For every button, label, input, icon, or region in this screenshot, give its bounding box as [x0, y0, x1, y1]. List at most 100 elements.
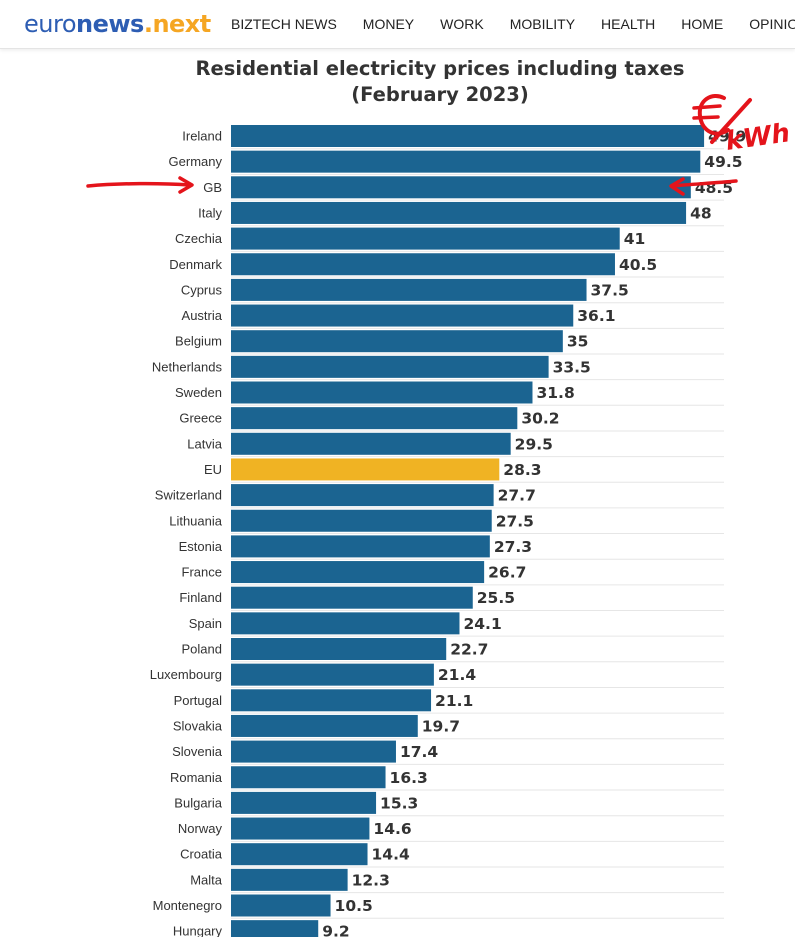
- value-label-germany: 49.5: [704, 153, 742, 171]
- bar-slovenia: [231, 740, 396, 763]
- bar-portugal: [231, 689, 432, 712]
- value-label-slovakia: 19.7: [422, 717, 460, 735]
- value-label-sweden: 31.8: [536, 384, 574, 402]
- category-label-switzerland: Switzerland: [155, 488, 222, 503]
- value-label-croatia: 14.4: [372, 846, 410, 864]
- value-label-netherlands: 33.5: [553, 358, 591, 376]
- bar-hungary: [231, 920, 319, 937]
- value-label-hungary: 9.2: [322, 923, 349, 937]
- bar-denmark: [231, 253, 615, 276]
- main-nav: BIZTECH NEWS MONEY WORK MOBILITY HEALTH …: [222, 0, 795, 48]
- nav-money[interactable]: MONEY: [362, 16, 415, 32]
- category-label-portugal: Portugal: [174, 693, 223, 708]
- category-label-cyprus: Cyprus: [181, 282, 223, 297]
- bar-poland: [231, 638, 447, 660]
- bar-italy: [231, 201, 687, 224]
- logo-part-euro: euro: [24, 10, 77, 38]
- category-label-austria: Austria: [182, 308, 223, 323]
- bar-lithuania: [231, 509, 492, 532]
- bar-montenegro: [231, 894, 331, 917]
- nav-opinion[interactable]: OPINION: [749, 16, 795, 32]
- value-label-poland: 22.7: [450, 641, 488, 659]
- bar-bulgaria: [231, 791, 377, 814]
- category-label-slovenia: Slovenia: [172, 744, 223, 759]
- value-label-finland: 25.5: [477, 589, 515, 607]
- value-label-slovenia: 17.4: [400, 743, 438, 761]
- value-label-ireland: 49.9: [708, 128, 746, 146]
- bar-eu: [231, 458, 500, 481]
- category-label-czechia: Czechia: [175, 231, 223, 246]
- category-label-bulgaria: Bulgaria: [174, 795, 222, 810]
- value-label-france: 26.7: [488, 564, 526, 582]
- category-label-germany: Germany: [169, 154, 223, 169]
- value-label-norway: 14.6: [373, 820, 411, 838]
- value-label-gb: 48.5: [695, 179, 733, 197]
- category-label-netherlands: Netherlands: [152, 359, 223, 374]
- bar-switzerland: [231, 484, 494, 507]
- bar-gb: [231, 176, 691, 199]
- value-label-denmark: 40.5: [619, 256, 657, 274]
- bar-czechia: [231, 227, 620, 250]
- value-label-italy: 48: [690, 204, 712, 222]
- bar-spain: [231, 612, 460, 635]
- nav-mobility[interactable]: MOBILITY: [509, 16, 576, 32]
- value-label-bulgaria: 15.3: [380, 794, 418, 812]
- value-label-austria: 36.1: [577, 307, 615, 325]
- value-label-greece: 30.2: [521, 410, 559, 428]
- category-label-denmark: Denmark: [169, 257, 222, 272]
- category-label-montenegro: Montenegro: [153, 898, 222, 913]
- category-label-romania: Romania: [170, 770, 223, 785]
- category-label-norway: Norway: [178, 821, 223, 836]
- category-label-hungary: Hungary: [173, 924, 223, 937]
- category-label-italy: Italy: [198, 205, 222, 220]
- value-label-switzerland: 27.7: [498, 487, 536, 505]
- category-label-ireland: Ireland: [182, 129, 222, 144]
- value-label-belgium: 35: [567, 333, 589, 351]
- category-label-belgium: Belgium: [175, 334, 222, 349]
- bar-estonia: [231, 535, 490, 558]
- category-label-gb: GB: [203, 180, 222, 195]
- value-label-latvia: 29.5: [515, 435, 553, 453]
- value-label-czechia: 41: [624, 230, 646, 248]
- nav-biztech-news[interactable]: BIZTECH NEWS: [231, 16, 337, 32]
- logo-part-next: .next: [143, 10, 211, 38]
- category-label-sweden: Sweden: [175, 385, 222, 400]
- bar-france: [231, 561, 485, 584]
- bar-romania: [231, 766, 386, 789]
- bar-latvia: [231, 432, 511, 455]
- bar-netherlands: [231, 355, 549, 378]
- bar-norway: [231, 817, 370, 840]
- value-label-spain: 24.1: [463, 615, 501, 633]
- category-label-lithuania: Lithuania: [169, 513, 223, 528]
- category-label-spain: Spain: [189, 616, 222, 631]
- value-label-eu: 28.3: [503, 461, 541, 479]
- value-label-montenegro: 10.5: [335, 897, 373, 915]
- bar-sweden: [231, 381, 533, 404]
- value-label-lithuania: 27.5: [496, 512, 534, 530]
- value-label-malta: 12.3: [352, 871, 390, 889]
- bar-ireland: [231, 125, 705, 147]
- bar-malta: [231, 868, 348, 891]
- site-header: euronews.next BIZTECH NEWS MONEY WORK MO…: [0, 0, 795, 49]
- value-label-cyprus: 37.5: [591, 281, 629, 299]
- category-label-latvia: Latvia: [187, 436, 222, 451]
- site-logo[interactable]: euronews.next: [24, 10, 211, 38]
- nav-health[interactable]: HEALTH: [601, 16, 656, 32]
- category-label-greece: Greece: [179, 411, 222, 426]
- bar-germany: [231, 150, 701, 173]
- category-label-eu: EU: [204, 462, 222, 477]
- category-label-croatia: Croatia: [180, 847, 223, 862]
- bar-slovakia: [231, 714, 418, 737]
- category-label-finland: Finland: [179, 590, 222, 605]
- nav-home[interactable]: HOME: [681, 16, 724, 32]
- logo-part-news: news: [76, 10, 144, 38]
- category-label-malta: Malta: [190, 872, 223, 887]
- nav-work[interactable]: WORK: [440, 16, 484, 32]
- chart-title: Residential electricity prices including…: [195, 57, 685, 106]
- bar-croatia: [231, 843, 368, 866]
- bar-belgium: [231, 330, 563, 353]
- bar-cyprus: [231, 278, 587, 301]
- category-label-france: France: [182, 565, 222, 580]
- bar-luxembourg: [231, 663, 434, 686]
